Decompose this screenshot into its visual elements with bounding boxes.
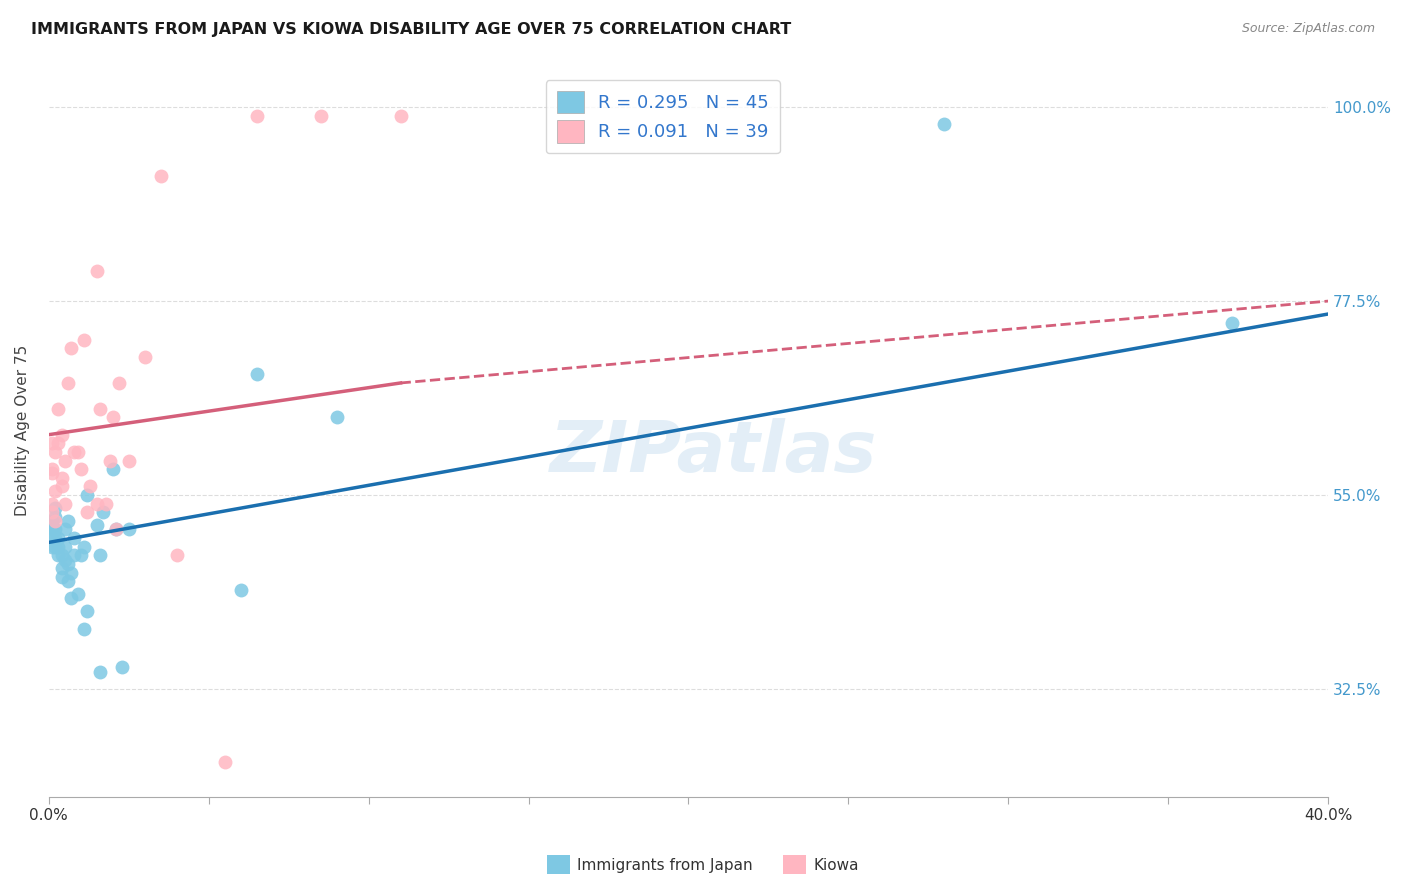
Point <box>246 109 269 123</box>
Point <box>76 604 98 618</box>
Point <box>104 523 127 537</box>
Point <box>66 445 89 459</box>
Point <box>46 540 69 554</box>
Point <box>41 523 63 537</box>
Point <box>44 523 66 537</box>
Point <box>76 488 98 502</box>
Point <box>73 333 96 347</box>
Point <box>101 462 124 476</box>
Point <box>89 665 111 679</box>
Point <box>53 540 76 554</box>
Point <box>89 549 111 563</box>
Point <box>118 523 141 537</box>
Point <box>44 445 66 459</box>
Legend: R = 0.295   N = 45, R = 0.091   N = 39: R = 0.295 N = 45, R = 0.091 N = 39 <box>546 80 780 153</box>
Point <box>51 561 73 575</box>
Point <box>89 401 111 416</box>
Point <box>63 531 86 545</box>
Point <box>86 264 108 278</box>
Point <box>134 350 156 364</box>
Point <box>309 109 332 123</box>
Text: Source: ZipAtlas.com: Source: ZipAtlas.com <box>1241 22 1375 36</box>
Point <box>53 453 76 467</box>
Point <box>86 518 108 533</box>
Point <box>44 483 66 498</box>
Point <box>73 622 96 636</box>
Point <box>96 497 118 511</box>
Point <box>98 453 121 467</box>
Point <box>56 557 79 571</box>
Point <box>56 376 79 390</box>
Point <box>44 540 66 554</box>
Point <box>46 549 69 563</box>
Point <box>53 523 76 537</box>
Point <box>51 549 73 563</box>
Point <box>69 549 91 563</box>
Point <box>51 471 73 485</box>
Point <box>46 436 69 450</box>
Point <box>41 514 63 528</box>
Point <box>389 109 412 123</box>
Point <box>56 574 79 589</box>
Point <box>63 445 86 459</box>
Point <box>60 566 83 580</box>
Point <box>46 401 69 416</box>
Point <box>149 169 172 183</box>
Y-axis label: Disability Age Over 75: Disability Age Over 75 <box>15 344 30 516</box>
Point <box>79 479 101 493</box>
Legend: Immigrants from Japan, Kiowa: Immigrants from Japan, Kiowa <box>540 849 866 880</box>
Point <box>46 531 69 545</box>
Point <box>41 462 63 476</box>
Point <box>51 427 73 442</box>
Point <box>41 518 63 533</box>
Point <box>108 376 131 390</box>
Point <box>41 505 63 519</box>
Point <box>69 462 91 476</box>
Point <box>41 497 63 511</box>
Point <box>44 531 66 545</box>
Point <box>44 500 66 515</box>
Text: IMMIGRANTS FROM JAPAN VS KIOWA DISABILITY AGE OVER 75 CORRELATION CHART: IMMIGRANTS FROM JAPAN VS KIOWA DISABILIT… <box>31 22 792 37</box>
Point <box>76 505 98 519</box>
Point <box>73 540 96 554</box>
Point <box>44 509 66 524</box>
Point <box>118 453 141 467</box>
Point <box>51 570 73 584</box>
Point <box>41 436 63 450</box>
Point <box>66 587 89 601</box>
Point <box>53 497 76 511</box>
Point <box>104 523 127 537</box>
Point <box>44 514 66 528</box>
Point <box>325 410 347 425</box>
Point <box>41 526 63 541</box>
Point <box>91 505 114 519</box>
Point <box>934 117 956 131</box>
Point <box>51 479 73 493</box>
Point <box>41 467 63 481</box>
Point <box>56 514 79 528</box>
Point <box>41 540 63 554</box>
Point <box>60 591 83 606</box>
Point <box>86 497 108 511</box>
Point <box>1220 316 1243 330</box>
Point <box>101 410 124 425</box>
Point <box>229 582 252 597</box>
Point <box>63 549 86 563</box>
Point <box>246 368 269 382</box>
Point <box>166 549 188 563</box>
Text: ZIPatlas: ZIPatlas <box>550 417 877 487</box>
Point <box>214 755 236 769</box>
Point <box>111 660 134 674</box>
Point <box>53 552 76 566</box>
Point <box>60 342 83 356</box>
